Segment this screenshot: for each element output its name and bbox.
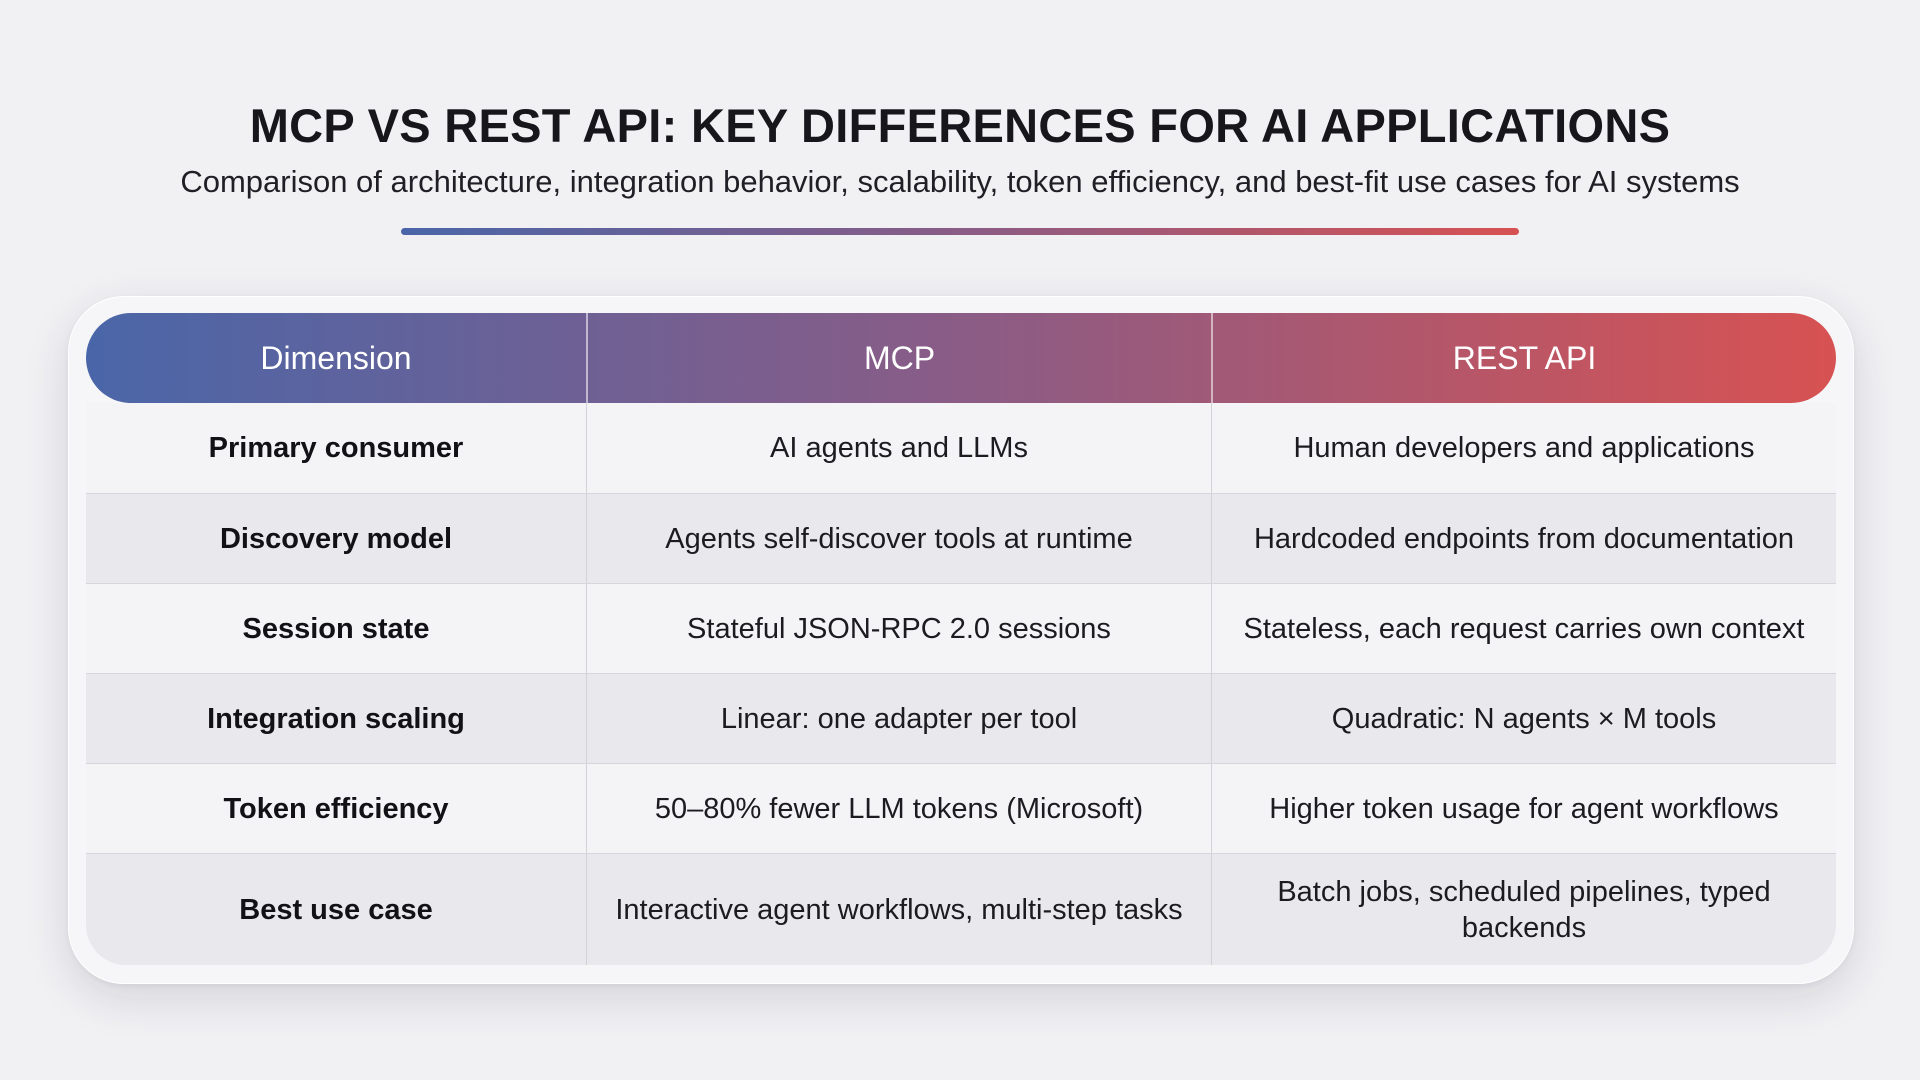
rest-cell: Human developers and applications — [1211, 403, 1836, 493]
table-row: Discovery model Agents self-discover too… — [86, 493, 1836, 583]
dimension-cell: Session state — [242, 612, 430, 645]
rest-cell: Quadratic: N agents × M tools — [1211, 674, 1836, 763]
mcp-cell: AI agents and LLMs — [586, 403, 1211, 493]
rest-cell: Higher token usage for agent workflows — [1211, 764, 1836, 853]
dimension-cell: Discovery model — [219, 522, 453, 555]
table-header: Dimension MCP REST API — [86, 313, 1836, 403]
accent-divider — [401, 228, 1519, 235]
page-subtitle: Comparison of architecture, integration … — [180, 164, 1740, 199]
table-row: Session state Stateful JSON-RPC 2.0 sess… — [86, 583, 1836, 673]
mcp-cell: Interactive agent workflows, multi-step … — [586, 854, 1211, 965]
dimension-cell: Primary consumer — [208, 432, 464, 464]
table-row: Token efficiency 50–80% fewer LLM tokens… — [86, 763, 1836, 853]
table-body: Primary consumer AI agents and LLMs Huma… — [86, 403, 1836, 965]
page-title: MCP VS REST API: KEY DIFFERENCES FOR AI … — [249, 99, 1671, 152]
rest-cell: Stateless, each request carries own cont… — [1211, 584, 1836, 673]
rest-cell: Hardcoded endpoints from documentation — [1211, 494, 1836, 583]
rest-cell: Batch jobs, scheduled pipelines, typed b… — [1211, 854, 1836, 965]
table-row: Best use case Interactive agent workflow… — [86, 853, 1836, 965]
column-header-dimension: Dimension — [260, 339, 412, 376]
dimension-cell: Token efficiency — [223, 792, 449, 825]
table-row: Primary consumer AI agents and LLMs Huma… — [86, 403, 1836, 493]
dimension-cell: Integration scaling — [207, 702, 465, 735]
mcp-cell: Stateful JSON-RPC 2.0 sessions — [586, 584, 1211, 673]
column-header-rest-api: REST API — [1211, 313, 1836, 403]
dimension-cell: Best use case — [239, 893, 433, 926]
column-header-mcp: MCP — [586, 313, 1211, 403]
mcp-cell: Linear: one adapter per tool — [586, 674, 1211, 763]
table-row: Integration scaling Linear: one adapter … — [86, 673, 1836, 763]
mcp-cell: Agents self-discover tools at runtime — [586, 494, 1211, 583]
mcp-cell: 50–80% fewer LLM tokens (Microsoft) — [586, 764, 1211, 853]
